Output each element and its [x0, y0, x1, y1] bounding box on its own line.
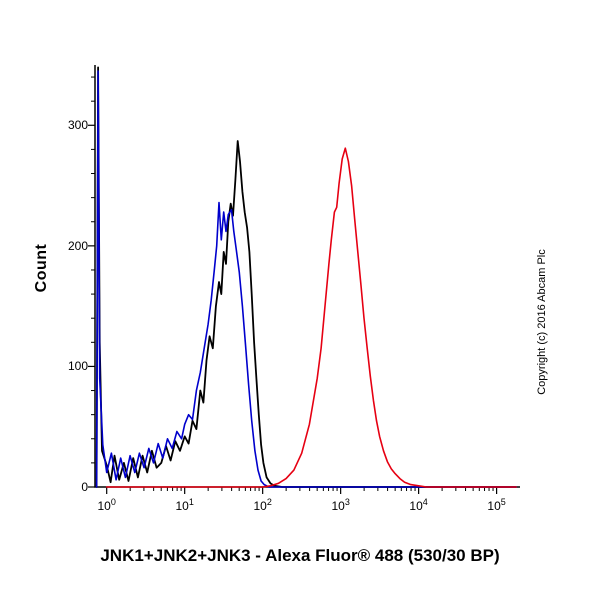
x-tick-label: 103	[331, 497, 350, 513]
black-control-histogram	[95, 66, 517, 488]
copyright-text: Copyright (c) 2016 Abcam Plc	[536, 249, 548, 395]
blue-control-histogram	[95, 70, 517, 488]
y-tick-label: 100	[67, 359, 88, 374]
chart-title: JNK1+JNK2+JNK3 - Alexa Fluor® 488 (530/3…	[100, 546, 500, 565]
x-tick-label: 102	[253, 497, 272, 513]
x-tick-label: 101	[175, 497, 194, 513]
x-tick-label: 100	[97, 497, 116, 513]
red-stained-histogram	[105, 147, 517, 488]
x-tick-label: 104	[409, 497, 428, 513]
y-tick-label: 300	[67, 118, 88, 133]
axis-lines	[94, 65, 520, 488]
y-tick-label: 200	[67, 238, 88, 253]
y-tick-label: 0	[81, 480, 88, 494]
x-tick-label: 105	[487, 497, 506, 513]
